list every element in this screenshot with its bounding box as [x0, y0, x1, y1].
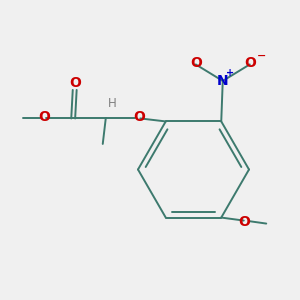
Text: +: + [226, 68, 234, 78]
Text: O: O [244, 56, 256, 70]
Text: O: O [133, 110, 145, 124]
Text: O: O [239, 215, 250, 229]
Text: H: H [108, 97, 117, 110]
Text: O: O [39, 110, 50, 124]
Text: −: − [256, 51, 266, 61]
Text: O: O [69, 76, 81, 90]
Text: N: N [217, 74, 229, 88]
Text: O: O [190, 56, 202, 70]
